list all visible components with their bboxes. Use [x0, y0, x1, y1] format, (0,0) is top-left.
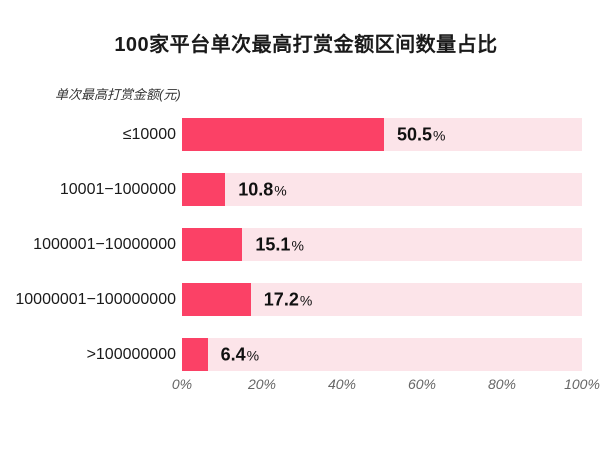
bar: [182, 338, 208, 371]
x-axis-tick: 40%: [327, 376, 357, 392]
value-label: 10.8%: [238, 180, 287, 199]
x-axis: 0% 20% 40% 60% 80% 100%: [172, 376, 600, 396]
y-axis-unit-label: 单次最高打赏金额(元): [55, 87, 181, 102]
bar-row: 1000001−10000000 15.1%: [0, 228, 582, 261]
value-number: 17.2: [263, 289, 299, 309]
value-number: 10.8: [238, 179, 274, 199]
chart-title: 100家平台单次最高打赏金额区间数量占比: [114, 34, 498, 56]
bar: [182, 118, 384, 151]
bar: [182, 173, 226, 206]
category-label: 10000001−100000000: [15, 290, 176, 308]
value-label: 15.1%: [255, 235, 304, 254]
bar-row: ≤10000 50.5%: [0, 118, 582, 151]
category-label: 1000001−10000000: [33, 235, 176, 253]
value-label: 50.5%: [397, 125, 446, 144]
category-label: >100000000: [86, 345, 176, 363]
bar-row: 10000001−100000000 17.2%: [0, 283, 582, 316]
bar-track: 17.2%: [182, 283, 582, 316]
value-number: 50.5: [397, 124, 433, 144]
bar-track: 15.1%: [182, 228, 582, 261]
category-label: 10001−1000000: [59, 180, 176, 198]
bar-row: >100000000 6.4%: [0, 338, 582, 371]
x-axis-tick: 100%: [564, 376, 600, 392]
x-axis-tick: 80%: [487, 376, 517, 392]
value-unit: %: [246, 347, 260, 363]
bar: [182, 228, 243, 261]
value-label: 6.4%: [221, 345, 259, 364]
value-unit: %: [433, 127, 446, 143]
bar-track: 6.4%: [182, 338, 582, 371]
bar-rows: ≤10000 50.5% 10001−1000000 10.8% 1000001−100…: [0, 118, 582, 371]
x-axis-tick: 20%: [247, 376, 277, 392]
x-axis-tick: 0%: [171, 376, 193, 392]
value-unit: %: [274, 182, 287, 198]
value-unit: %: [291, 237, 304, 253]
x-axis-tick: 60%: [407, 376, 437, 392]
bar-row: 10001−1000000 10.8%: [0, 173, 582, 206]
value-unit: %: [299, 292, 313, 308]
bar: [182, 283, 251, 316]
value-number: 15.1: [255, 234, 291, 254]
bar-track: 10.8%: [182, 173, 582, 206]
value-number: 6.4: [220, 344, 246, 364]
value-label: 17.2%: [264, 290, 313, 309]
bar-track: 50.5%: [182, 118, 582, 151]
category-label: ≤10000: [122, 125, 176, 143]
